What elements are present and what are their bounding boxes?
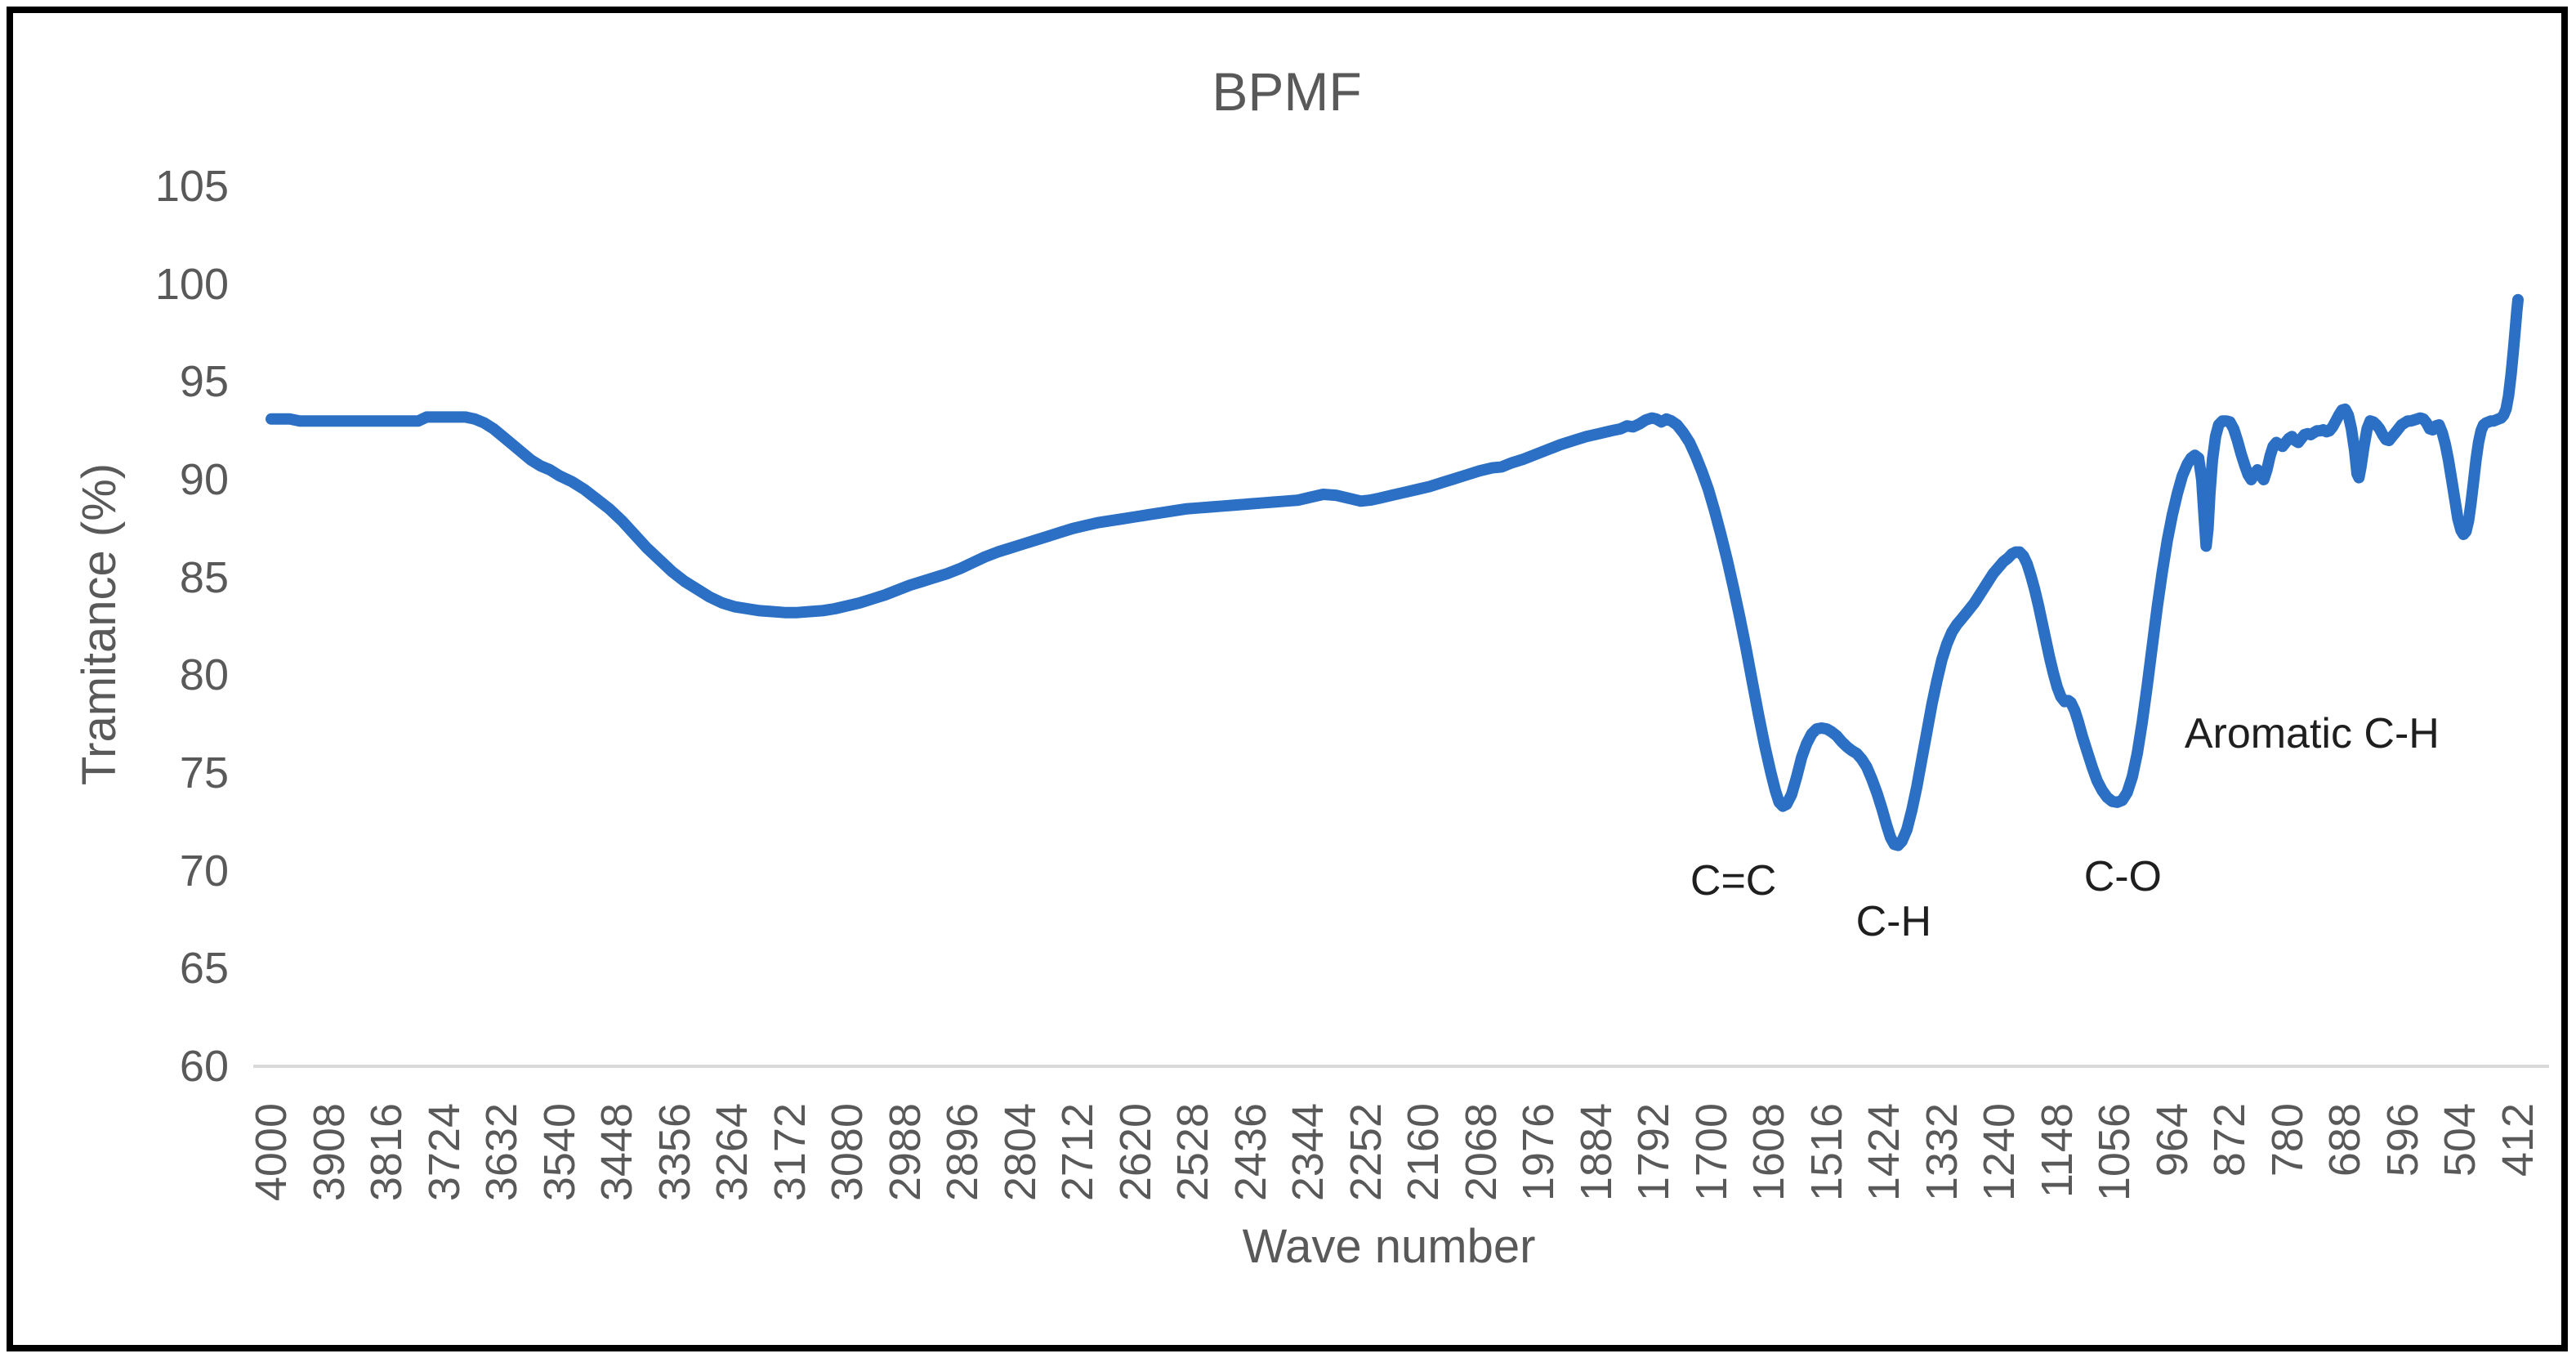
x-tick-label: 2252 <box>1341 1103 1391 1202</box>
x-tick-label: 2436 <box>1225 1103 1275 1202</box>
x-tick-label: 1884 <box>1571 1103 1621 1202</box>
x-tick-label: 3448 <box>592 1103 642 1202</box>
x-tick-label: 1608 <box>1744 1103 1794 1202</box>
x-tick-label: 3080 <box>823 1103 873 1202</box>
x-tick-label: 872 <box>2205 1103 2255 1177</box>
x-tick-label: 3172 <box>765 1103 815 1202</box>
x-tick-label: 1332 <box>1917 1103 1967 1202</box>
x-tick-label: 3816 <box>362 1103 412 1202</box>
x-tick-label: 3724 <box>419 1103 469 1202</box>
x-tick-label: 2712 <box>1053 1103 1103 1202</box>
x-tick-label: 3908 <box>304 1103 354 1202</box>
annotation-c-o: C-O <box>2083 852 2163 900</box>
y-tick-label: 95 <box>179 357 229 407</box>
x-tick-label: 504 <box>2435 1103 2485 1177</box>
chart-title: BPMF <box>1212 61 1362 122</box>
x-tick-label: 3356 <box>650 1103 699 1202</box>
x-tick-label: 4000 <box>247 1103 296 1202</box>
spectrum-line <box>266 293 2524 851</box>
x-tick-label: 2068 <box>1456 1103 1506 1202</box>
y-tick-label: 75 <box>179 748 229 797</box>
x-tick-label: 1792 <box>1629 1103 1679 1202</box>
x-tick-label: 780 <box>2262 1103 2312 1177</box>
image-border <box>7 7 2568 1351</box>
x-tick-label: 412 <box>2493 1103 2543 1177</box>
x-tick-label: 688 <box>2320 1103 2370 1177</box>
x-tick-label: 1056 <box>2090 1103 2140 1202</box>
x-tick-label: 2344 <box>1284 1103 1333 1202</box>
x-tick-label: 964 <box>2147 1103 2197 1177</box>
y-tick-label: 90 <box>179 455 229 504</box>
x-tick-label: 2896 <box>938 1103 988 1202</box>
x-tick-label: 2528 <box>1168 1103 1218 1202</box>
annotation-c-h: C-H <box>1855 897 1932 945</box>
x-tick-label: 2620 <box>1110 1103 1160 1202</box>
annotation-aromatic-c-h: Aromatic C-H <box>2184 710 2440 758</box>
x-tick-label: 3632 <box>477 1103 527 1202</box>
x-axis-title: Wave number <box>1242 1220 1536 1273</box>
x-tick-label: 596 <box>2377 1103 2427 1177</box>
x-tick-label: 3540 <box>534 1103 584 1202</box>
x-tick-label: 3264 <box>708 1103 757 1202</box>
x-tick-label: 1424 <box>1859 1103 1909 1202</box>
y-tick-label: 100 <box>154 259 229 309</box>
x-tick-label: 2160 <box>1399 1103 1449 1202</box>
y-tick-label: 105 <box>154 162 229 211</box>
y-tick-label: 80 <box>179 650 229 700</box>
x-tick-label: 1148 <box>2032 1103 2082 1199</box>
y-tick-label: 65 <box>179 944 229 994</box>
x-tick-label: 1976 <box>1514 1103 1564 1202</box>
x-tick-label: 1700 <box>1686 1103 1736 1202</box>
x-tick-label: 1516 <box>1801 1103 1851 1202</box>
annotation-c-c: C=C <box>1690 856 1777 905</box>
x-tick-label: 2804 <box>995 1103 1045 1202</box>
x-tick-label: 2988 <box>880 1103 930 1202</box>
y-tick-label: 70 <box>179 846 229 896</box>
y-tick-label: 60 <box>179 1042 229 1091</box>
x-tick-label: 1240 <box>1975 1103 2025 1202</box>
y-tick-label: 85 <box>179 552 229 602</box>
